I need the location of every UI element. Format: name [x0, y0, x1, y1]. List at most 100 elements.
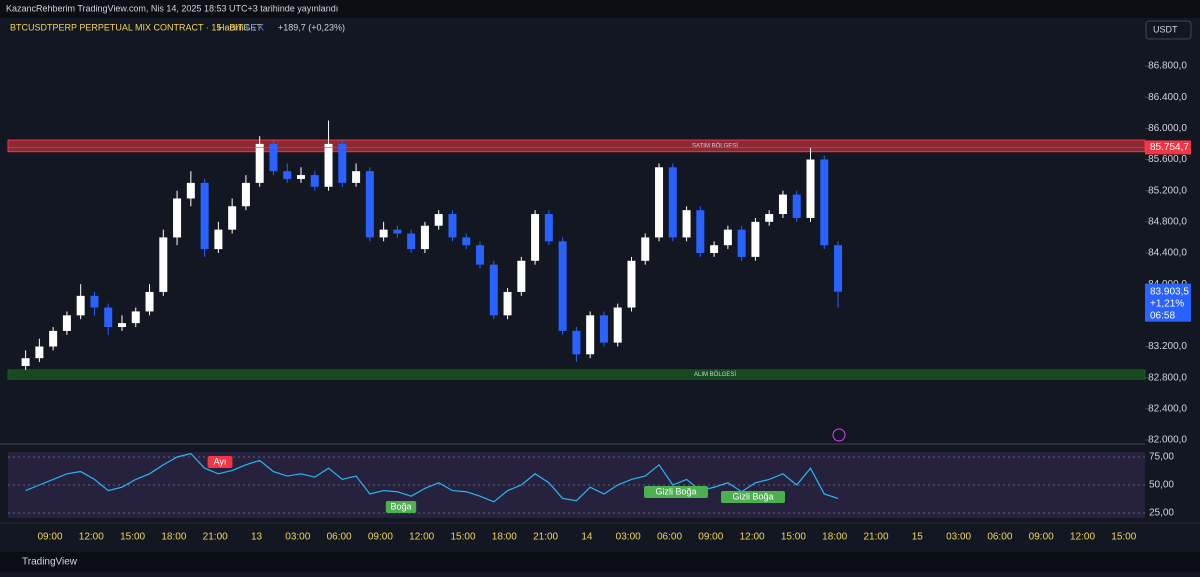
candle-body: [241, 182, 250, 207]
candle-body: [379, 229, 388, 238]
x-tick-label: 15:00: [781, 532, 806, 543]
divergence-tag: [721, 491, 785, 503]
x-tick-label: 12:00: [1070, 532, 1095, 543]
candle-body: [186, 182, 195, 199]
divergence-label: Gizli Boğa: [655, 486, 696, 496]
candle-body: [145, 291, 154, 312]
x-tick-label: 03:00: [616, 532, 641, 543]
x-tick-label: 14: [581, 532, 593, 543]
x-tick-label: 12:00: [409, 532, 434, 543]
candle-body: [338, 143, 347, 183]
divergence-label: Gizli Boğa: [732, 491, 773, 501]
candle-body: [517, 260, 526, 292]
y-tick-label: 82.400,0: [1148, 403, 1187, 414]
zone-label: SATIM BÖLGESİ: [692, 142, 738, 149]
marker-tag: [1145, 140, 1191, 155]
candle-body: [228, 206, 237, 230]
candle-body: [737, 229, 746, 257]
x-tick-label: 13: [251, 532, 263, 543]
candle-body: [489, 264, 498, 316]
candle-body: [723, 229, 732, 246]
y-tick-label: 84.400,0: [1148, 248, 1187, 259]
candle-body: [778, 194, 787, 215]
currency[interactable]: USDT: [1153, 24, 1178, 34]
candle-body: [255, 143, 264, 183]
last-change: +1,21%: [1150, 298, 1184, 309]
candle-body: [76, 295, 85, 316]
last-price: 83.903,5: [1150, 286, 1189, 297]
last-price-tag: [1145, 283, 1191, 322]
y-tick-label: 85.600,0: [1148, 154, 1187, 165]
x-tick-label: 18:00: [822, 532, 847, 543]
publisher: KazancRehberim TradingView.com, Nis 14, …: [6, 3, 338, 13]
candle-body: [641, 237, 650, 261]
candle-body: [655, 167, 664, 238]
divergence-tag: [385, 501, 417, 513]
x-tick-label: 03:00: [946, 532, 971, 543]
x-tick-label: 15:00: [120, 532, 145, 543]
divergence-label: Boğa: [390, 501, 411, 511]
candle-body: [297, 175, 305, 179]
divergence-tag: [207, 456, 233, 468]
candle-body: [159, 237, 168, 292]
candle-body: [214, 229, 223, 250]
candle-body: [131, 311, 140, 324]
candle-body: [710, 245, 719, 253]
y-tick-label: 86.000,0: [1148, 123, 1187, 134]
candle-body: [503, 291, 512, 316]
alert-icon[interactable]: [832, 428, 846, 442]
candle-body: [283, 171, 292, 179]
candle-body: [531, 214, 540, 261]
y-tick-label: 84.800,0: [1148, 216, 1187, 227]
x-tick-label: 18:00: [161, 532, 186, 543]
rsi-tick-label: 25,00: [1149, 508, 1174, 519]
x-tick-label: 18:00: [492, 532, 517, 543]
candle-body: [765, 214, 774, 222]
candle-body: [462, 237, 471, 246]
y-tick-label: 82.800,0: [1148, 372, 1187, 383]
change: +189,7 (+0,23%): [278, 22, 345, 32]
candle-body: [668, 167, 677, 238]
y-tick-label: 86.800,0: [1148, 61, 1187, 72]
rsi-tick-label: 50,00: [1149, 480, 1174, 491]
candle-body: [365, 171, 374, 238]
symbol: BTCUSDTPERP PERPETUAL MIX CONTRACT · 15 …: [10, 22, 262, 32]
x-tick-label: 21:00: [203, 532, 228, 543]
candle-body: [324, 143, 333, 187]
candle-body: [352, 171, 361, 183]
header-bar: [0, 0, 1200, 18]
candle-body: [434, 214, 443, 226]
candle-body: [35, 346, 44, 359]
candle-body: [420, 225, 429, 250]
zone: [7, 369, 1146, 380]
candle-body: [21, 358, 30, 366]
x-tick-label: 21:00: [533, 532, 558, 543]
countdown: 06:58: [1150, 310, 1175, 321]
x-tick-label: 06:00: [327, 532, 352, 543]
currency-button[interactable]: [1145, 20, 1192, 40]
x-tick-label: 06:00: [987, 532, 1012, 543]
x-tick-label: 12:00: [79, 532, 104, 543]
y-tick-label: 83.200,0: [1148, 341, 1187, 352]
x-tick-label: 09:00: [1029, 532, 1054, 543]
y-tick-label: 85.200,0: [1148, 185, 1187, 196]
x-tick-label: 09:00: [698, 532, 723, 543]
zone: [7, 139, 1146, 153]
candle-body: [90, 295, 99, 308]
volume: 3.5 K: [243, 22, 264, 32]
x-tick-label: 15:00: [1111, 532, 1136, 543]
candle-body: [476, 245, 485, 265]
footer-bar: [0, 552, 1200, 572]
brand: TradingView: [22, 557, 78, 568]
candle-body: [544, 214, 553, 242]
candle-body: [820, 159, 829, 246]
candle-body: [117, 323, 126, 328]
candle-body: [448, 214, 457, 238]
x-tick-label: 09:00: [368, 532, 393, 543]
divergence-label: Ayı: [214, 456, 227, 466]
candle-body: [792, 194, 801, 218]
candle-body: [393, 229, 402, 234]
x-tick-label: 15: [912, 532, 924, 543]
candle-body: [49, 330, 58, 347]
